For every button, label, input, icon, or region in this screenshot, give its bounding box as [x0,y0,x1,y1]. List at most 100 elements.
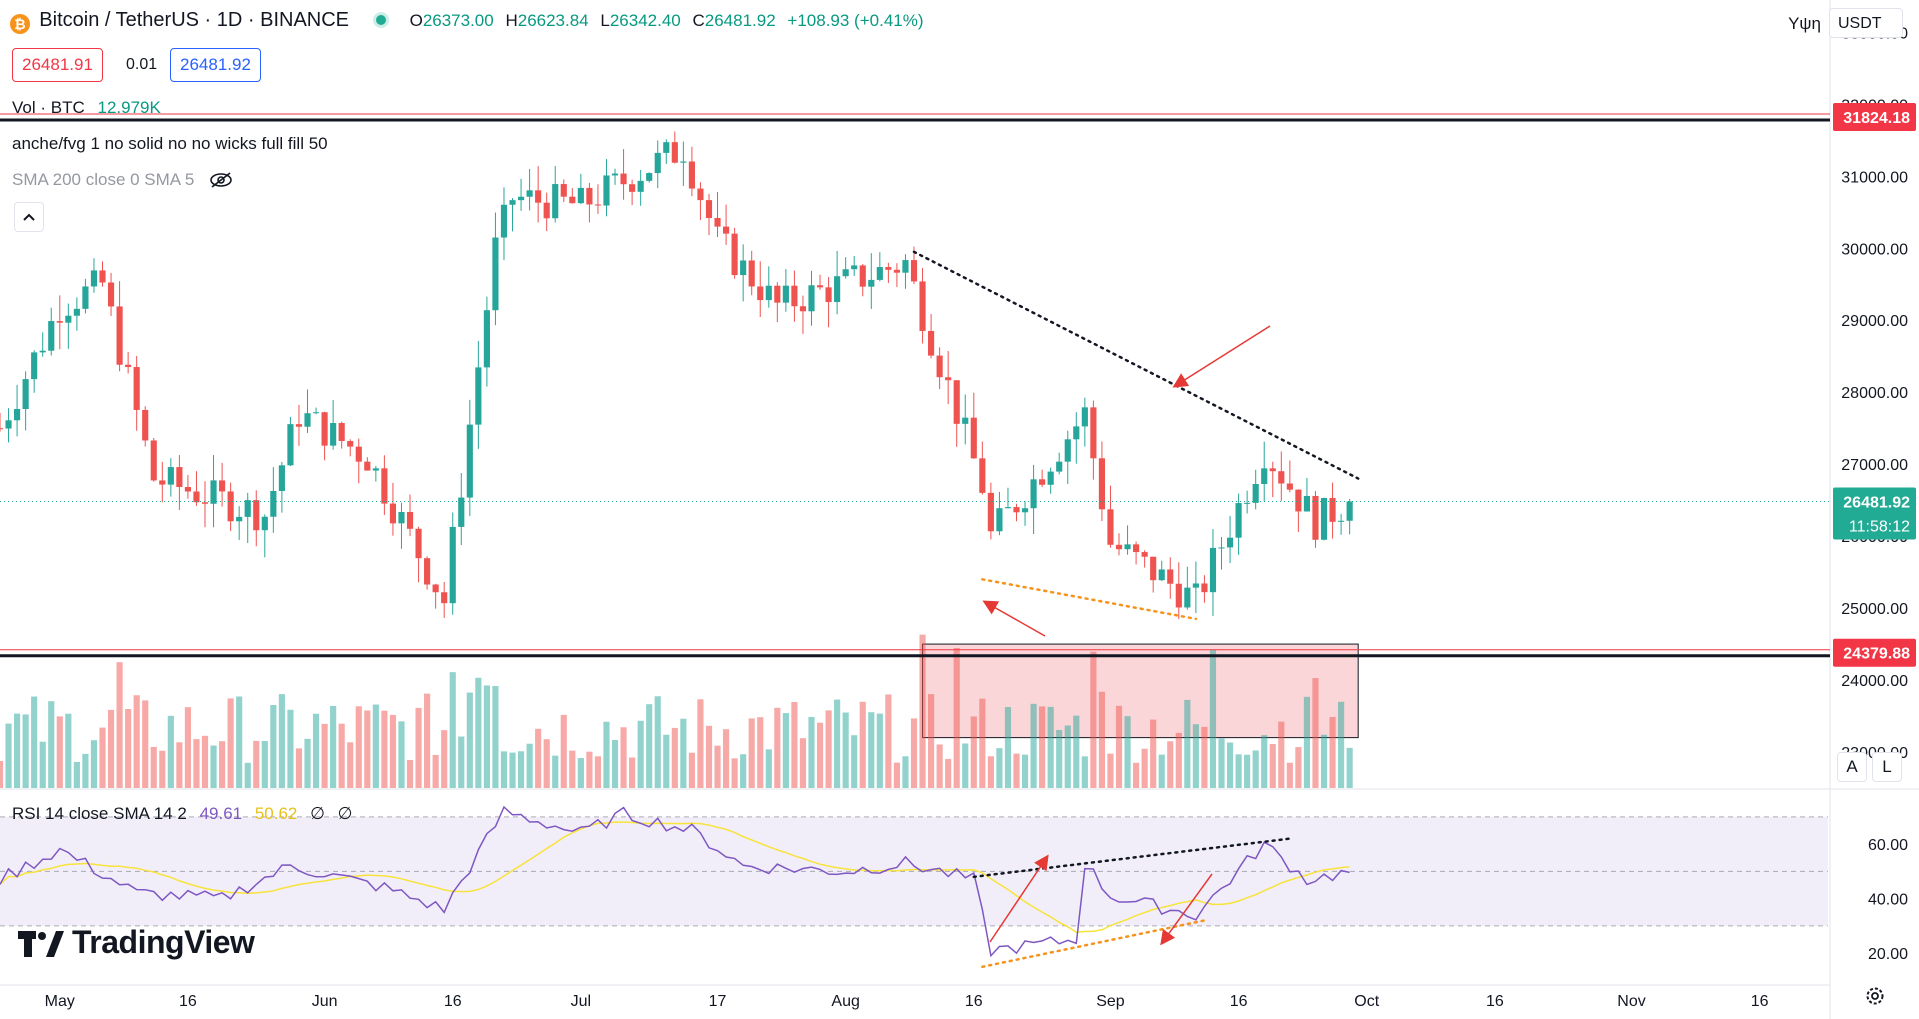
time-axis[interactable]: May 16 Jun 16 Jul 17 Aug 16 Sep 16 Oct 16 Nov 16 [45,993,1769,1010]
candle-body [65,315,72,323]
rsi-line [0,805,1350,958]
candle-body [808,285,815,312]
volume-bar [432,754,439,788]
volume-bar [1047,706,1054,788]
volume-value: 12.979K [97,98,161,117]
trendlines[interactable] [912,250,1360,621]
volume-bar [466,692,473,788]
symbol-title[interactable]: Bitcoin / TetherUS · 1D · BINANCE [39,9,350,31]
market-status-dot [376,15,387,25]
volume-bar [535,728,542,788]
volume-bar [1252,750,1259,788]
eye-off-icon[interactable] [209,171,233,194]
candle-body [73,308,80,316]
candlestick-series[interactable] [0,131,1353,620]
volume-bar [1081,756,1088,788]
volume-bar [142,700,149,788]
volume-bar [0,760,4,788]
candle-body [449,526,456,604]
candle-body [893,269,900,273]
currency-select[interactable]: USDT [1829,8,1903,38]
candle-body [56,321,63,323]
volume-bar [928,694,935,788]
candle-body [646,173,653,181]
candle-body [1278,471,1285,484]
annotation-arrow [982,600,1046,637]
candle-body [782,285,789,303]
volume-bar [748,718,755,788]
volume-bar [330,705,337,788]
candle-body [424,558,431,585]
rsi-axis-label: 20.00 [1868,946,1908,963]
timezone-button[interactable]: Υψη [1788,14,1821,33]
volume-bar [1269,744,1276,788]
volume-bar [184,707,192,788]
symbol-header[interactable]: ₿ Bitcoin / TetherUS · 1D · BINANCE O263… [10,9,924,34]
volume-bar [22,714,29,788]
horizontal-levels[interactable] [0,113,1830,658]
volume-bar [389,714,397,788]
candle-body [757,286,764,301]
price-axis-label: 24000.00 [1841,673,1908,690]
candle-body [1244,502,1251,504]
volume-bar [253,740,260,788]
rsi-axis-label: 60.00 [1868,837,1908,854]
bitcoin-icon: ₿ [10,14,30,34]
volume-legend[interactable]: Vol · BTC 12.979K [12,98,161,118]
candle-body [919,281,926,331]
bid-price-box[interactable]: 26481.91 [12,48,103,82]
indicator-fvg-label: anche/fvg 1 no solid no no wicks full fi… [12,134,328,153]
volume-bar [722,729,730,788]
volume-bar [893,762,900,788]
candle-body [1184,587,1191,608]
candle-body [876,267,883,280]
volume-bar [1098,691,1106,788]
volume-bar [1218,738,1225,788]
volume-bar [1158,754,1165,788]
candle-body [714,217,721,227]
volume-bar [372,704,379,788]
volume-bar [65,713,72,788]
candle-body [1320,498,1328,540]
candle-body [1056,461,1063,472]
price-marker-label: 31824.18 [1843,110,1910,127]
candle-body [1039,479,1046,485]
candle-body [697,188,704,201]
candle-body [398,512,405,524]
candle-body [48,321,55,351]
candle-body [82,286,89,309]
gear-icon[interactable] [1864,985,1886,1012]
indicator-legend-sma[interactable]: SMA 200 close 0 SMA 5 [12,170,233,194]
volume-bar [1261,735,1268,788]
rsi-trendline [972,837,1292,879]
collapse-legend-button[interactable] [14,202,44,232]
candle-body [475,367,482,425]
candle-body [825,287,832,302]
volume-bar [1133,762,1140,788]
volume-bar [834,699,841,788]
candle-body [1098,458,1106,510]
volume-bar [244,762,251,788]
candle-body [287,424,294,466]
volume-bar [321,723,328,788]
log-scale-button[interactable]: L [1872,752,1902,782]
volume-bar [1039,706,1046,788]
auto-scale-button[interactable]: A [1837,752,1867,782]
candle-body [492,237,499,311]
candle-body [304,413,311,427]
volume-bar [910,718,918,788]
candle-body [364,461,371,471]
indicator-legend-fvg[interactable]: anche/fvg 1 no solid no no wicks full fi… [12,134,328,154]
time-axis-label: Nov [1617,993,1645,1010]
volume-bar [586,751,593,788]
rsi-legend[interactable]: RSI 14 close SMA 14 2 49.61 50.62 ∅ ∅ [12,804,352,824]
volume-bar [441,730,448,788]
candle-body [885,267,892,270]
candle-body [996,508,1003,532]
candle-body [107,282,115,307]
candle-body [116,306,123,365]
candle-body [663,142,670,153]
ask-price-box[interactable]: 26481.92 [170,48,261,82]
candle-body [1329,498,1336,522]
